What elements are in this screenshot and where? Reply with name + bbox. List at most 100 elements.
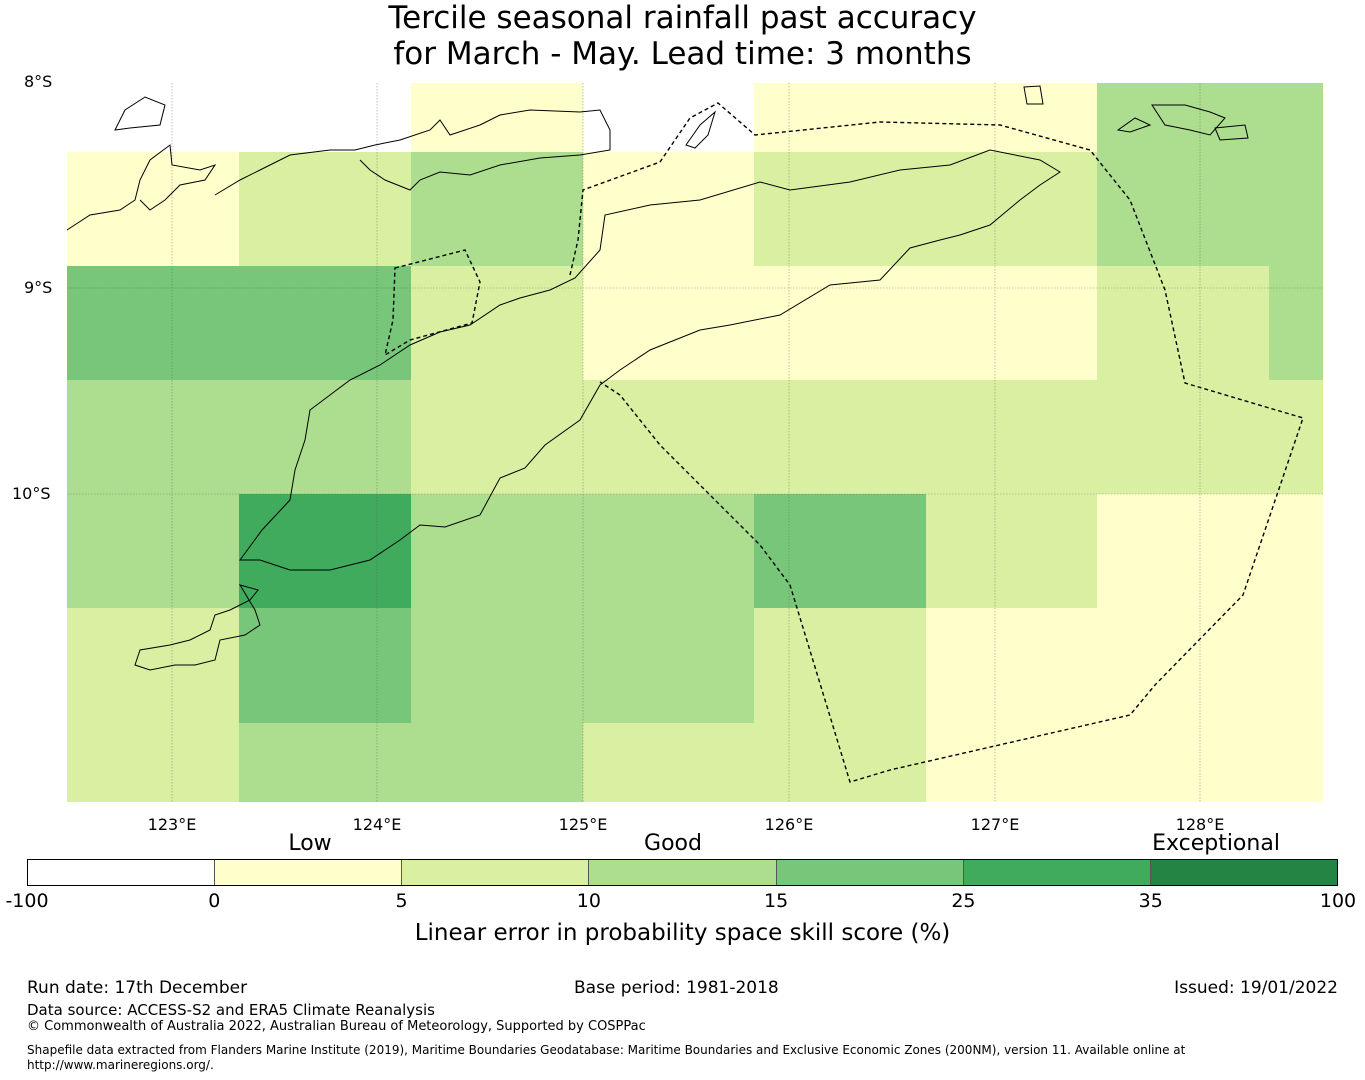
grid-cell bbox=[1269, 608, 1323, 723]
oecussi-boundary bbox=[383, 249, 481, 357]
lon-label-126e: 126°E bbox=[764, 815, 814, 834]
grid-cell bbox=[1269, 152, 1323, 266]
grid-cell bbox=[1097, 494, 1269, 608]
issued-date: Issued: 19/01/2022 bbox=[1174, 978, 1338, 998]
colorbar-tick-label: 100 bbox=[1319, 890, 1357, 912]
grid-cell bbox=[411, 266, 583, 380]
colorbar bbox=[27, 859, 1338, 886]
graticule bbox=[67, 83, 1323, 802]
grid-cell bbox=[583, 494, 754, 608]
grid-cell bbox=[411, 494, 583, 608]
colorbar-label: Linear error in probability space skill … bbox=[414, 920, 951, 946]
grid-cell bbox=[1269, 266, 1323, 380]
grid-cell bbox=[411, 723, 583, 802]
grid-cell bbox=[926, 152, 1097, 266]
eez-boundaries bbox=[383, 102, 1304, 783]
colorbar-tick-label: -100 bbox=[5, 890, 49, 912]
shapefile-url[interactable]: http://www.marineregions.org/. bbox=[27, 1058, 214, 1072]
grid-cell bbox=[239, 608, 411, 723]
lat-label-9s: 9°S bbox=[24, 278, 53, 297]
grid-cell bbox=[754, 608, 926, 723]
grid-cell bbox=[239, 83, 411, 152]
skill-grid bbox=[67, 83, 1323, 802]
title-line-1: Tercile seasonal rainfall past accuracy bbox=[388, 0, 977, 36]
grid-cell bbox=[1269, 494, 1323, 608]
grid-cell bbox=[1097, 380, 1269, 494]
map bbox=[66, 83, 1323, 802]
lat-label-8s: 8°S bbox=[24, 72, 53, 91]
colorbar-bin bbox=[776, 860, 964, 885]
grid-cell bbox=[67, 83, 239, 152]
grid-cell bbox=[1269, 380, 1323, 494]
grid-cell bbox=[583, 380, 754, 494]
lat-label-10s: 10°S bbox=[12, 484, 51, 503]
colorbar-bin bbox=[215, 860, 403, 885]
grid-cell bbox=[926, 380, 1097, 494]
colorbar-tick-label: 10 bbox=[576, 890, 601, 912]
grid-cell bbox=[239, 723, 411, 802]
grid-cell bbox=[1097, 83, 1269, 152]
category-good: Good bbox=[644, 831, 702, 856]
grid-cell bbox=[411, 380, 583, 494]
grid-cell bbox=[239, 152, 411, 266]
grid-cell bbox=[411, 83, 583, 152]
grid-cell bbox=[411, 608, 583, 723]
colorbar-tick-label: 25 bbox=[951, 890, 976, 912]
grid-cell bbox=[926, 723, 1097, 802]
grid-cell bbox=[411, 152, 583, 266]
colorbar-bin bbox=[963, 860, 1151, 885]
colorbar-bin bbox=[1150, 860, 1337, 885]
grid-cell bbox=[239, 266, 411, 380]
grid-cell bbox=[754, 723, 926, 802]
colorbar-tick-label: 15 bbox=[764, 890, 789, 912]
lon-label-124e: 124°E bbox=[352, 815, 402, 834]
grid-cell bbox=[583, 266, 754, 380]
grid-cell bbox=[67, 266, 239, 380]
category-exceptional: Exceptional bbox=[1152, 831, 1280, 856]
grid-cell bbox=[67, 380, 239, 494]
colorbar-tick-label: 35 bbox=[1138, 890, 1163, 912]
grid-cell bbox=[1269, 83, 1323, 152]
grid-cell bbox=[1097, 266, 1269, 380]
grid-cell bbox=[67, 723, 239, 802]
copyright: © Commonwealth of Australia 2022, Austra… bbox=[27, 1019, 646, 1034]
flores-alor-islands bbox=[66, 85, 1249, 231]
grid-cell bbox=[583, 723, 754, 802]
grid-cell bbox=[67, 494, 239, 608]
grid-cell bbox=[754, 83, 926, 152]
grid-cell bbox=[754, 494, 926, 608]
grid-cell bbox=[754, 152, 926, 266]
grid-cell bbox=[754, 380, 926, 494]
base-period: Base period: 1981-2018 bbox=[574, 978, 779, 998]
grid-cell bbox=[926, 83, 1097, 152]
colorbar-bin bbox=[402, 860, 590, 885]
grid-cell bbox=[926, 494, 1097, 608]
grid-cell bbox=[1097, 152, 1269, 266]
grid-cell bbox=[583, 152, 754, 266]
grid-cell bbox=[926, 266, 1097, 380]
colorbar-tick-label: 5 bbox=[395, 890, 408, 912]
lon-label-125e: 125°E bbox=[558, 815, 608, 834]
lon-label-128e: 128°E bbox=[1175, 815, 1225, 834]
grid-cell bbox=[239, 494, 411, 608]
lon-label-123e: 123°E bbox=[147, 815, 197, 834]
coastlines bbox=[66, 85, 1249, 671]
timor-island bbox=[239, 149, 1061, 571]
grid-cell bbox=[1097, 608, 1269, 723]
title-line-2: for March - May. Lead time: 3 months bbox=[393, 36, 972, 72]
grid-cell bbox=[67, 608, 239, 723]
grid-cell bbox=[583, 608, 754, 723]
colorbar-bin bbox=[28, 860, 216, 885]
lon-label-127e: 127°E bbox=[970, 815, 1020, 834]
data-source: Data source: ACCESS-S2 and ERA5 Climate … bbox=[27, 1001, 435, 1019]
grid-cell bbox=[583, 83, 754, 152]
grid-cell bbox=[1269, 723, 1323, 802]
grid-cell bbox=[754, 266, 926, 380]
category-low: Low bbox=[288, 831, 332, 856]
grid-cell bbox=[926, 608, 1097, 723]
shapefile-credit: Shapefile data extracted from Flanders M… bbox=[27, 1043, 1186, 1057]
grid-cell bbox=[67, 152, 239, 266]
roti-island bbox=[134, 584, 261, 671]
colorbar-bin bbox=[589, 860, 777, 885]
